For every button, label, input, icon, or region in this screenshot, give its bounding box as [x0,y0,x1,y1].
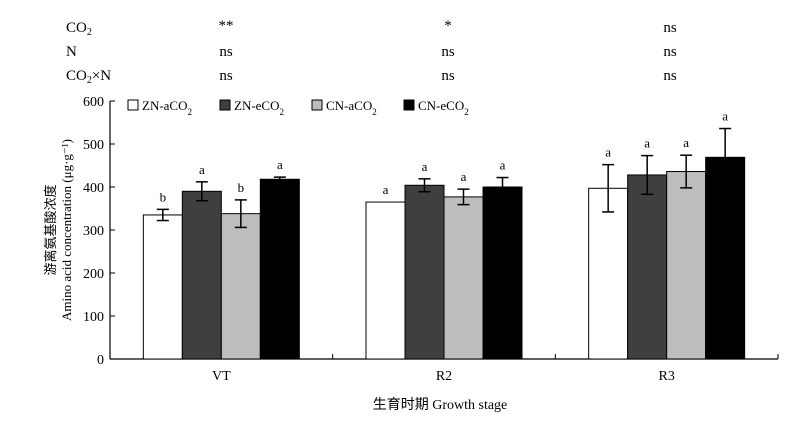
legend-label: ZN-aCO2 [142,98,192,117]
legend-swatch [219,99,231,111]
x-tick-label: R3 [658,369,674,384]
sig-co2-vt: ** [218,18,234,34]
bar [588,187,629,360]
bar [666,171,707,360]
bar [443,196,484,360]
sig-row-label-co2xn: CO2×N [66,68,112,86]
significance-letter: a [605,145,611,160]
significance-letter: a [277,157,283,172]
x-tick-label: R2 [436,369,452,384]
sig-co2-r2: * [444,18,452,34]
x-tick-label: VT [212,369,231,384]
significance-letter: a [461,169,467,184]
sig-co2-r3: ns [663,20,677,36]
chart-bars: VT b a b a R2 a a a a R3 a a a a [142,109,746,384]
sig-row-label-co2: CO2 [66,20,92,38]
legend-label: ZN-eCO2 [234,98,284,117]
sig-co2xn-vt: ns [219,68,233,84]
significance-letter: a [644,136,650,151]
y-tick-label: 100 [83,310,104,325]
bar [627,174,668,360]
legend-label: CN-aCO2 [326,98,377,117]
significance-letter: a [422,159,428,174]
legend-swatch [311,99,323,111]
legend-label: CN-eCO2 [418,98,469,117]
legend-swatch [403,99,415,111]
bar [482,186,523,360]
bar [142,214,183,360]
y-tick-label: 0 [97,353,104,368]
sig-row-label-n: N [66,44,77,60]
significance-letter: b [160,189,167,204]
significance-letter: b [238,180,245,195]
y-tick-label: 300 [83,224,104,239]
bar [365,201,406,360]
significance-letter: a [383,182,389,197]
y-tick-label: 400 [83,181,104,196]
significance-letter: a [722,109,728,124]
y-tick-label: 500 [83,138,104,153]
y-axis-label-cn: 游离氨基酸浓度 [43,184,58,275]
x-axis-label: 生育时期 Growth stage [373,397,508,413]
significance-letter: a [683,135,689,150]
y-tick-label: 600 [83,95,104,110]
bar [705,156,746,360]
bar [220,213,261,360]
significance-letter: a [500,158,506,173]
bar [404,184,445,360]
y-tick-label: 200 [83,267,104,282]
sig-co2xn-r3: ns [663,68,677,84]
y-axis-label: 游离氨基酸浓度 [43,184,58,275]
sig-n-vt: ns [219,44,233,60]
chart-legend: ZN-aCO2 ZN-eCO2 CN-aCO2 CN-eCO2 [127,98,469,117]
sig-n-r2: ns [441,44,455,60]
bar [181,190,222,360]
significance-letter: a [199,162,205,177]
sig-n-r3: ns [663,44,677,60]
sig-co2xn-r2: ns [441,68,455,84]
y-axis-label-en: Amino acid concentration (μg·g⁻¹) [59,139,74,321]
bar [259,178,300,360]
legend-swatch [127,99,139,111]
